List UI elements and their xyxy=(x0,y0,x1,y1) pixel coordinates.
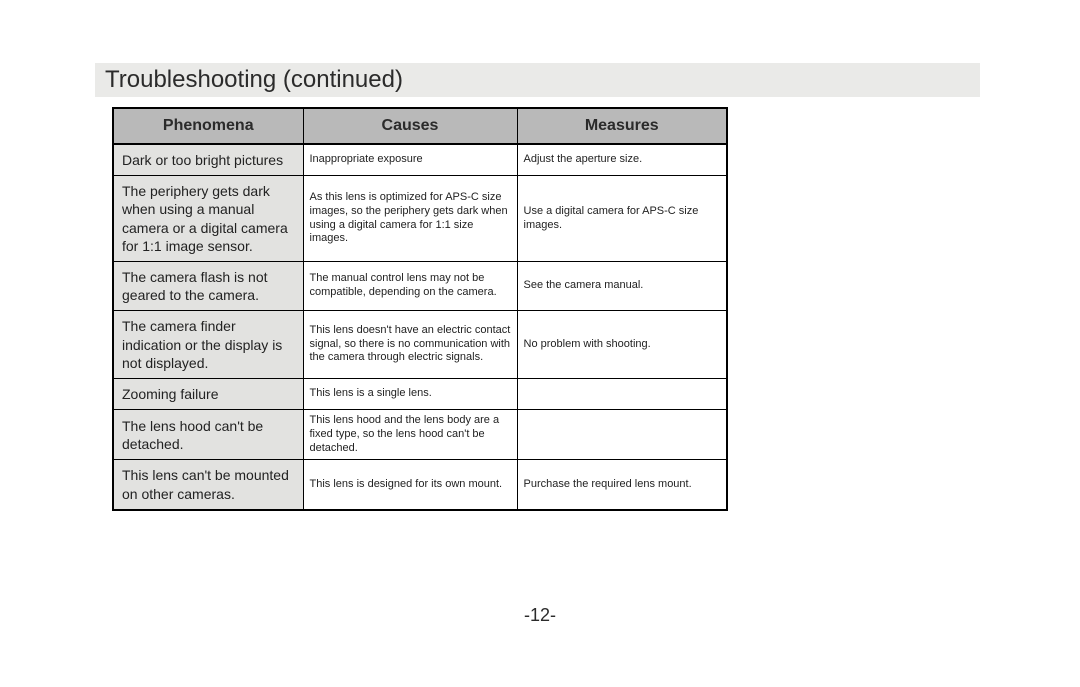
cell-causes: This lens hood and the lens body are a f… xyxy=(303,410,517,460)
col-header-causes: Causes xyxy=(303,108,517,144)
table-row: Zooming failure This lens is a single le… xyxy=(113,378,727,409)
table-row: This lens can't be mounted on other came… xyxy=(113,460,727,510)
cell-phenomena: Zooming failure xyxy=(113,378,303,409)
table-row: The camera flash is not geared to the ca… xyxy=(113,261,727,310)
cell-measures: No problem with shooting. xyxy=(517,311,727,379)
table-row: The periphery gets dark when using a man… xyxy=(113,176,727,262)
cell-measures: Purchase the required lens mount. xyxy=(517,460,727,510)
cell-phenomena: Dark or too bright pictures xyxy=(113,144,303,176)
cell-causes: This lens is a single lens. xyxy=(303,378,517,409)
cell-causes: The manual control lens may not be compa… xyxy=(303,261,517,310)
cell-phenomena: The camera finder indication or the disp… xyxy=(113,311,303,379)
document-page: Troubleshooting (continued) Phenomena Ca… xyxy=(0,0,1080,687)
table-row: The lens hood can't be detached. This le… xyxy=(113,410,727,460)
table-header-row: Phenomena Causes Measures xyxy=(113,108,727,144)
col-header-measures: Measures xyxy=(517,108,727,144)
cell-causes: As this lens is optimized for APS-C size… xyxy=(303,176,517,262)
troubleshooting-table: Phenomena Causes Measures Dark or too br… xyxy=(112,107,728,511)
cell-causes: Inappropriate exposure xyxy=(303,144,517,176)
col-header-phenomena: Phenomena xyxy=(113,108,303,144)
cell-phenomena: The periphery gets dark when using a man… xyxy=(113,176,303,262)
cell-measures: Adjust the aperture size. xyxy=(517,144,727,176)
cell-measures xyxy=(517,378,727,409)
cell-measures: See the camera manual. xyxy=(517,261,727,310)
page-number: -12- xyxy=(0,605,1080,626)
section-title: Troubleshooting (continued) xyxy=(105,66,403,94)
cell-phenomena: This lens can't be mounted on other came… xyxy=(113,460,303,510)
section-title-bar: Troubleshooting (continued) xyxy=(95,63,980,97)
cell-causes: This lens doesn't have an electric conta… xyxy=(303,311,517,379)
troubleshooting-table-wrap: Phenomena Causes Measures Dark or too br… xyxy=(112,107,728,511)
cell-phenomena: The camera flash is not geared to the ca… xyxy=(113,261,303,310)
cell-causes: This lens is designed for its own mount. xyxy=(303,460,517,510)
table-row: Dark or too bright pictures Inappropriat… xyxy=(113,144,727,176)
cell-measures: Use a digital camera for APS-C size imag… xyxy=(517,176,727,262)
table-row: The camera finder indication or the disp… xyxy=(113,311,727,379)
cell-phenomena: The lens hood can't be detached. xyxy=(113,410,303,460)
cell-measures xyxy=(517,410,727,460)
